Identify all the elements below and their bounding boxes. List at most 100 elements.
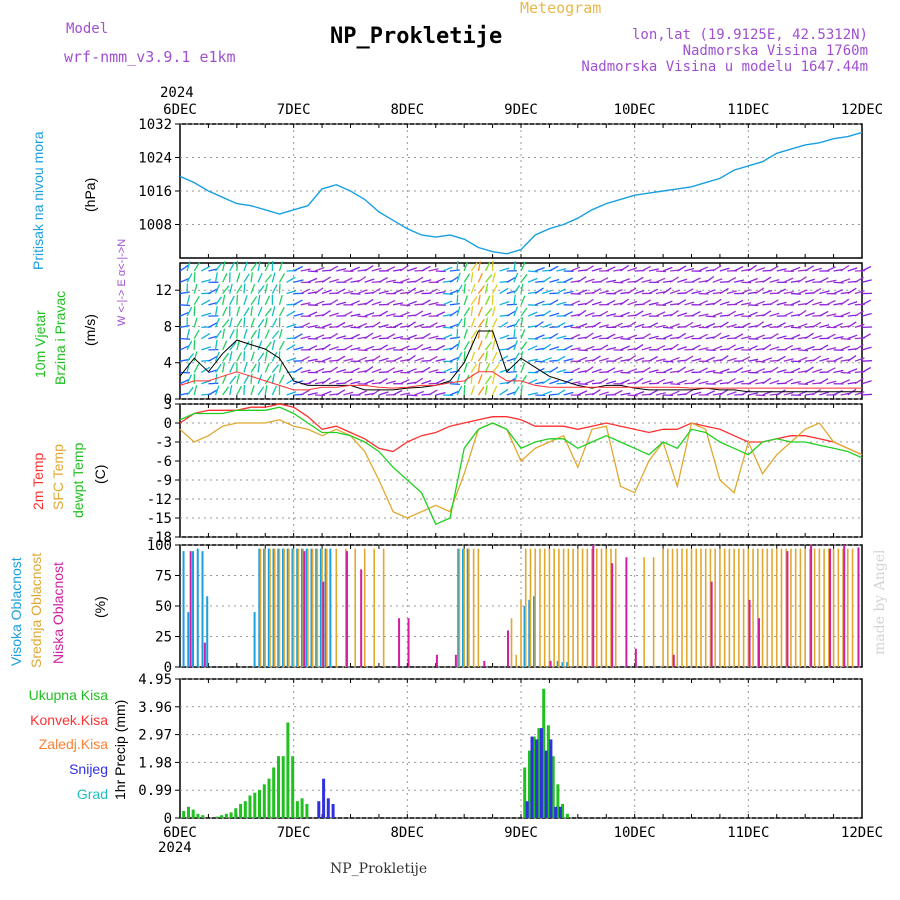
wind-arrow bbox=[811, 355, 822, 362]
wind-arrow bbox=[286, 344, 296, 351]
temperature-ytick-label: -15 bbox=[147, 511, 172, 527]
precip-total-bar bbox=[523, 767, 527, 818]
wind-arrow bbox=[271, 330, 280, 340]
wind-arrow bbox=[605, 266, 616, 272]
year-bottom: 2024 bbox=[158, 840, 192, 856]
precip-total-bar bbox=[537, 728, 541, 818]
wind-arrow bbox=[214, 317, 220, 328]
wind-arrow bbox=[236, 352, 243, 362]
wind-arrow bbox=[698, 380, 709, 385]
wind-arrow bbox=[520, 307, 528, 317]
wind-arrow bbox=[748, 392, 759, 396]
wind-arrow bbox=[591, 321, 601, 328]
wind-arrow bbox=[378, 290, 389, 295]
wind-arrow bbox=[250, 317, 256, 328]
wind-arrow bbox=[222, 306, 228, 317]
wind-arrow bbox=[293, 312, 304, 317]
wind-arrow bbox=[613, 356, 623, 362]
wind-arrow bbox=[193, 351, 198, 362]
wind-arrow bbox=[314, 360, 326, 363]
model-label: Model bbox=[66, 21, 109, 37]
wind-arrow bbox=[556, 288, 566, 295]
wind-arrow bbox=[790, 380, 801, 385]
wind-arrow bbox=[236, 340, 241, 351]
cloud_cover-ytick-label: 25 bbox=[155, 630, 172, 646]
wind-arrow bbox=[534, 266, 545, 272]
wind-arrow bbox=[584, 332, 594, 340]
precip-snow-bar bbox=[525, 801, 529, 818]
wind-arrow bbox=[648, 355, 659, 362]
wind-arrow bbox=[201, 346, 211, 351]
wind-arrow bbox=[221, 362, 226, 373]
wind-arrow bbox=[719, 334, 730, 340]
wind-arrow bbox=[400, 392, 411, 396]
wind-arrow bbox=[378, 277, 389, 283]
wind-arrow bbox=[840, 371, 851, 374]
wind-arrow bbox=[769, 312, 780, 317]
precip-total-bar bbox=[187, 806, 190, 818]
wind-arrow bbox=[584, 366, 594, 373]
wind-arrow bbox=[343, 311, 353, 317]
wind-arrow bbox=[208, 355, 218, 362]
wind-arrow bbox=[549, 366, 559, 374]
wind-arrow bbox=[861, 380, 872, 385]
wind-arrow bbox=[840, 337, 851, 341]
wind-arrow bbox=[214, 284, 221, 294]
wind-arrow bbox=[491, 373, 496, 384]
wind-arrow bbox=[776, 355, 786, 362]
wind-arrow bbox=[278, 374, 285, 385]
wind-arrow bbox=[790, 266, 801, 272]
wind-arrow bbox=[811, 389, 822, 396]
wind-arrow bbox=[620, 371, 631, 374]
wind-arrow bbox=[477, 285, 485, 294]
wind-arrow bbox=[534, 334, 545, 340]
wind-arrow bbox=[201, 265, 211, 272]
wind-arrow bbox=[392, 356, 403, 362]
wind-arrow bbox=[662, 334, 673, 340]
wind-arrow bbox=[676, 366, 687, 373]
wind-arrow bbox=[563, 344, 573, 351]
wind-arrow bbox=[506, 357, 517, 362]
wind-arrow bbox=[684, 301, 695, 306]
wind-arrow bbox=[819, 310, 829, 317]
wind-arrow bbox=[336, 368, 347, 374]
precip-total-bar bbox=[528, 750, 531, 818]
wind-arrow bbox=[762, 377, 772, 385]
wind-arrow bbox=[399, 379, 410, 385]
wind-arrow bbox=[556, 368, 567, 374]
wind-arrow bbox=[250, 262, 258, 272]
precip-total-bar bbox=[215, 816, 219, 818]
wind-arrow bbox=[513, 318, 520, 328]
wind-arrow bbox=[769, 278, 780, 283]
precip-total-bar bbox=[272, 767, 276, 818]
wind-arrow bbox=[840, 311, 851, 317]
wind-arrow bbox=[407, 334, 417, 340]
wind-arrow bbox=[186, 294, 191, 305]
pressure-ytick-label: 1008 bbox=[138, 218, 172, 234]
temperature-ytick-label: -12 bbox=[147, 492, 172, 508]
wind-arrow bbox=[278, 295, 283, 305]
wind-arrow bbox=[613, 322, 623, 328]
wind-arrow bbox=[804, 332, 814, 340]
wind-arrow bbox=[662, 367, 673, 374]
wind-arrow bbox=[250, 351, 255, 362]
wind-arrow bbox=[733, 313, 744, 317]
wind-arrow bbox=[250, 385, 255, 396]
wind-arrow bbox=[733, 380, 744, 385]
wind-arrow bbox=[421, 333, 431, 340]
wind-arrow bbox=[222, 273, 228, 283]
wind-arrow bbox=[250, 306, 253, 317]
wind-arrow bbox=[222, 374, 228, 384]
wind-arrow bbox=[449, 269, 460, 272]
wind-arrow bbox=[257, 294, 261, 305]
wind-arrow bbox=[186, 386, 194, 396]
wind-arrow bbox=[669, 289, 680, 295]
wind-arrow bbox=[655, 277, 666, 283]
wind-arrow bbox=[769, 265, 779, 272]
wind-arrow bbox=[641, 312, 652, 317]
day-label-top: 12DEC bbox=[841, 102, 883, 118]
wind-arrow bbox=[499, 368, 510, 374]
wind-arrow bbox=[371, 355, 381, 362]
wind-arrow bbox=[719, 287, 729, 295]
wind-arrow bbox=[407, 368, 417, 374]
